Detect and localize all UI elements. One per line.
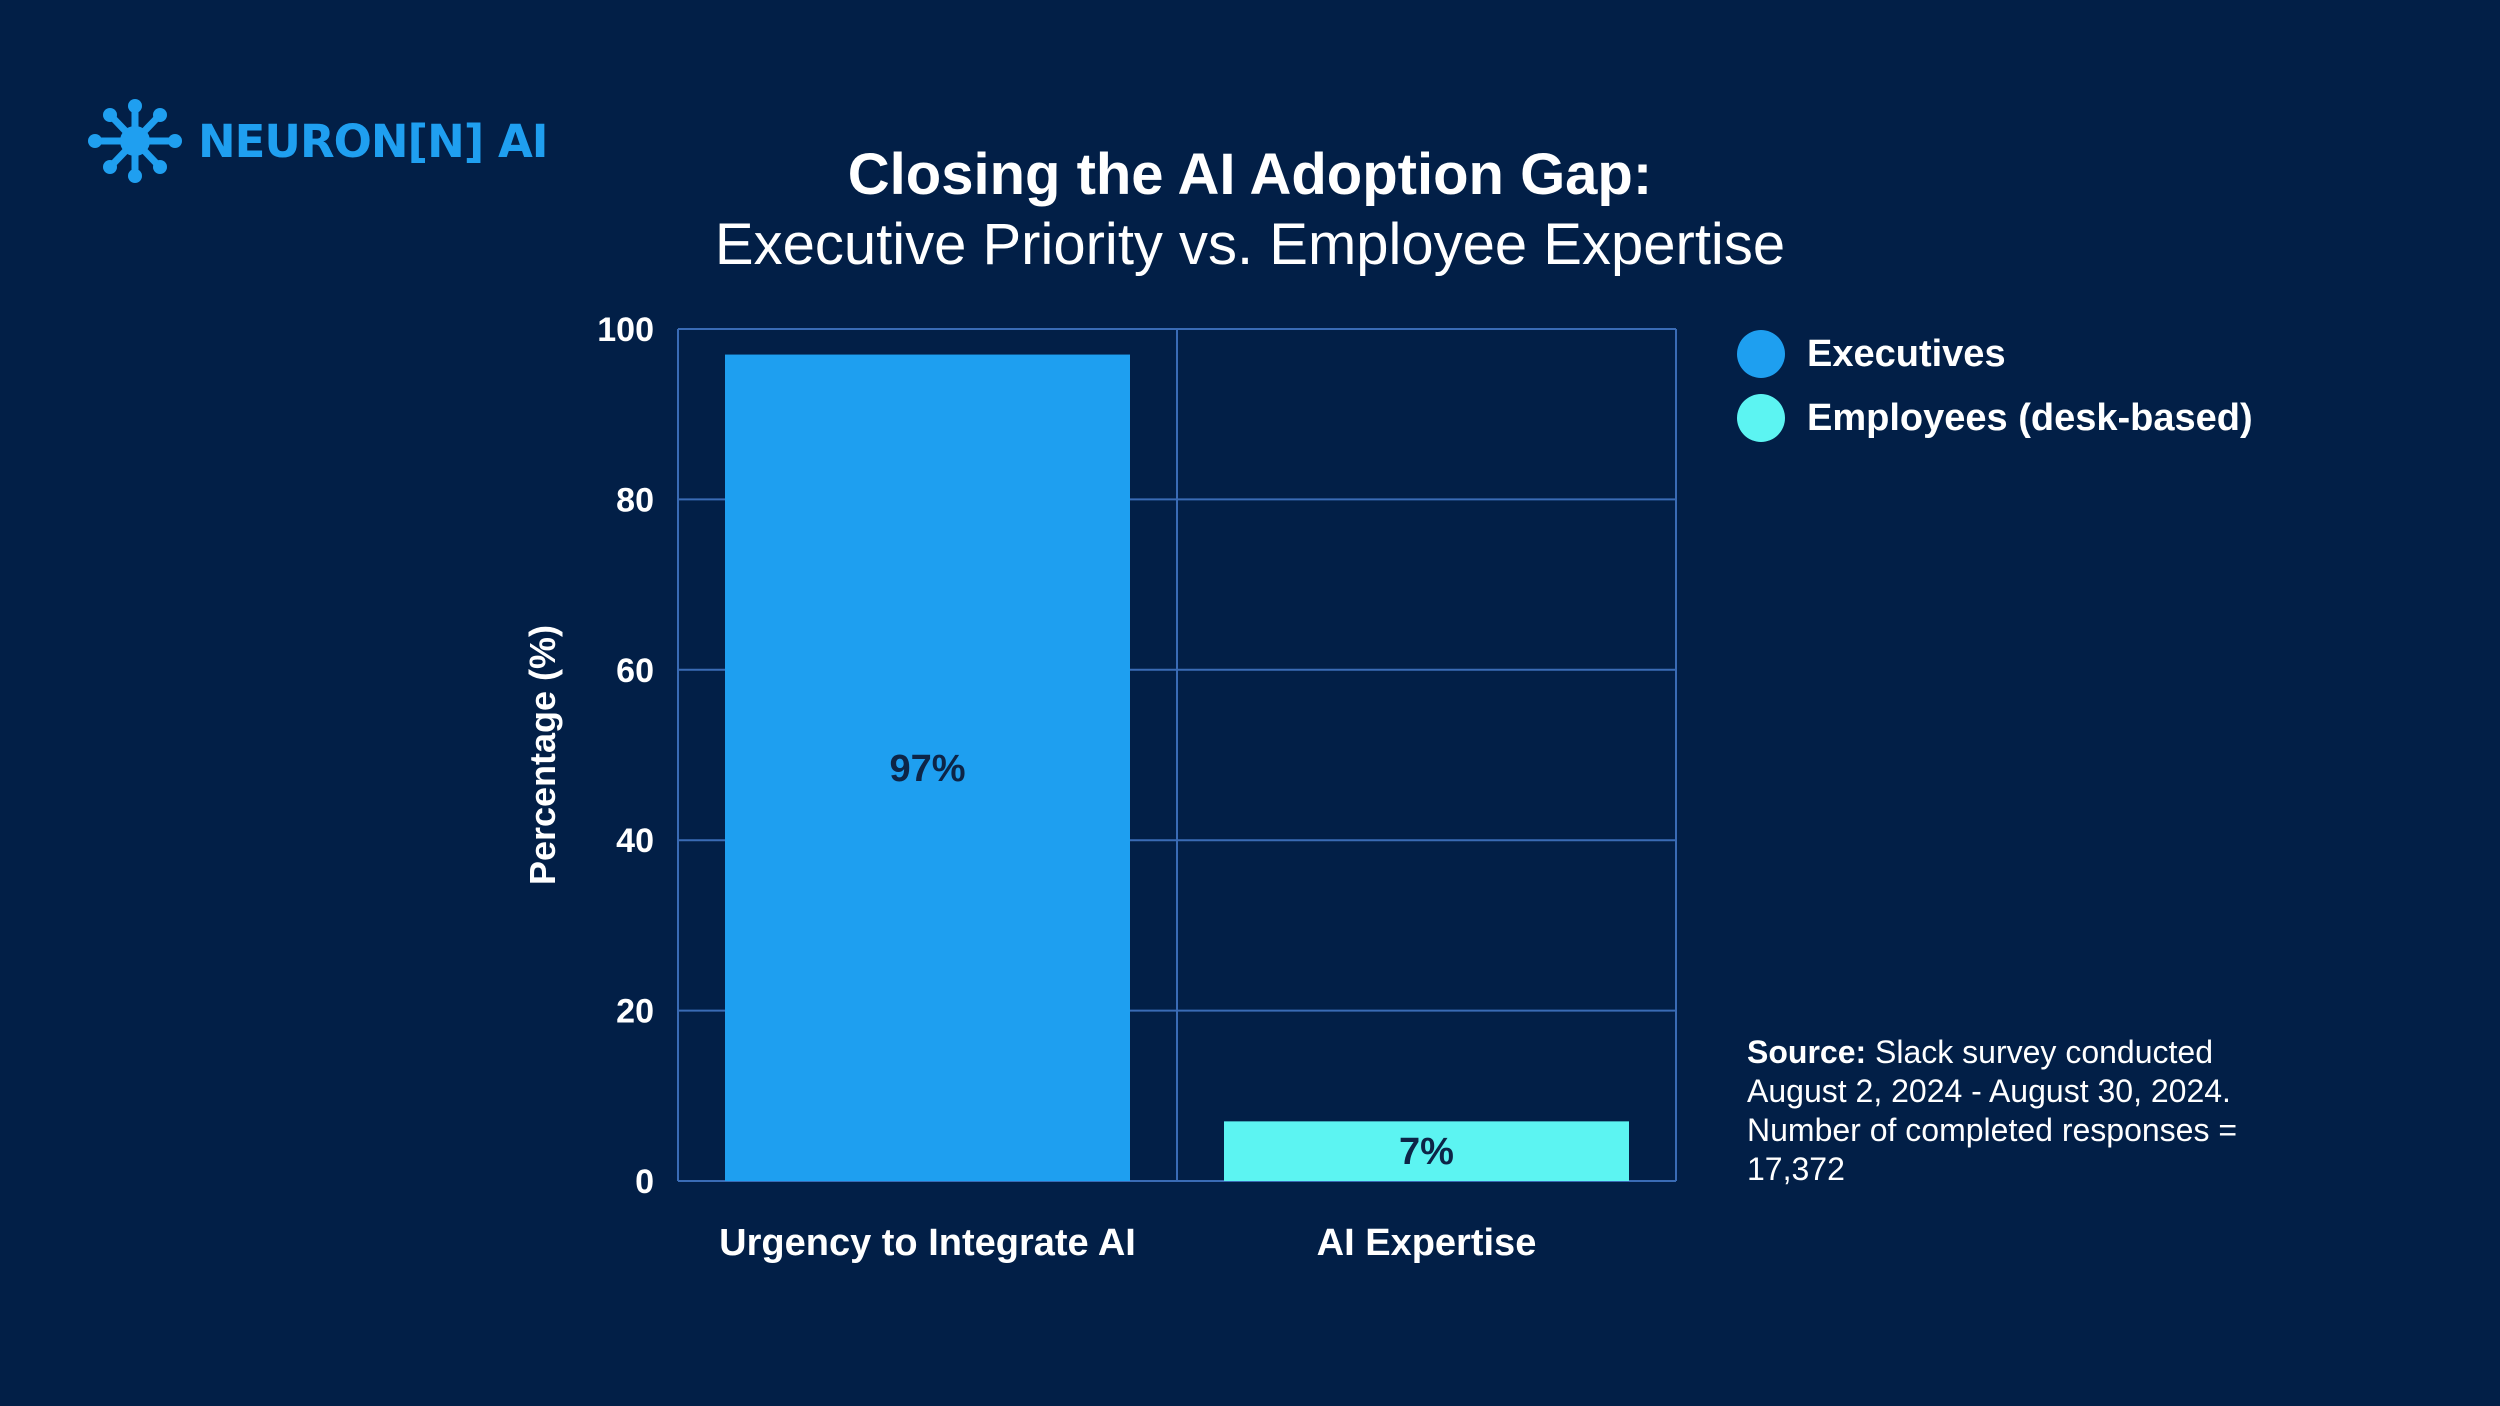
legend-label: Executives [1807,332,2006,375]
legend-swatch [1737,330,1785,378]
legend-item: Employees (desk-based) [1737,394,2253,442]
y-tick-label: 60 [616,652,654,690]
y-tick-label: 0 [635,1163,654,1201]
legend-label: Employees (desk-based) [1807,396,2253,439]
x-category-label: Urgency to Integrate AI [719,1222,1136,1264]
neuron-network-icon [88,99,182,183]
source-text: Slack survey conducted August 2, 2024 - … [1747,1034,2238,1187]
y-tick-label: 80 [616,481,654,519]
chart-title-block: Closing the AI Adoption Gap: Executive P… [0,140,2500,280]
y-tick-label: 20 [616,993,654,1031]
y-tick-label: 100 [597,311,654,349]
legend-item: Executives [1737,330,2253,378]
x-category-label: AI Expertise [1317,1222,1537,1264]
legend-swatch [1737,394,1785,442]
source-note: Source: Slack survey conducted August 2,… [1747,1033,2267,1189]
bar-0 [725,354,1130,1181]
chart-bars [725,354,1629,1181]
chart-title: Closing the AI Adoption Gap: [847,142,1653,207]
data-label: 97% [889,748,965,790]
bar-1 [1224,1121,1629,1181]
chart-legend: Executives Employees (desk-based) [1737,330,2253,458]
chart-labels: 0 20 40 60 80 100 97% 7% Urgency to Integrate AI… [522,311,1536,1264]
source-label: Source: [1747,1034,1867,1070]
brand-name: NEURON[N] AI [198,114,549,168]
data-label: 7% [1399,1131,1454,1173]
brand-logo: NEURON[N] AI [86,98,549,184]
y-tick-label: 40 [616,822,654,860]
y-axis-label: Percentage (%) [522,625,563,885]
chart-subtitle: Executive Priority vs. Employee Expertis… [714,212,1786,277]
